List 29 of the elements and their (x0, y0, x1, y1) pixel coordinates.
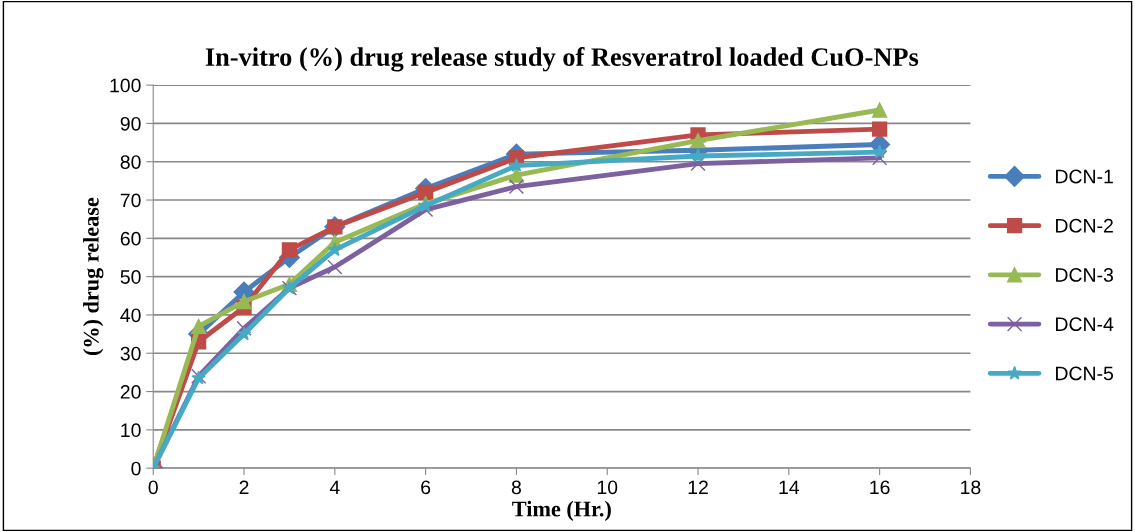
x-tick-label: 16 (870, 480, 890, 495)
y-tick-label: 10 (121, 423, 141, 438)
y-tick-label: 90 (120, 116, 141, 131)
y-tick-label: 100 (110, 78, 141, 93)
x-tick-label: 18 (961, 480, 981, 495)
y-tick-label: 30 (120, 346, 141, 361)
x-tick-label: 12 (688, 480, 708, 495)
x-tick-label: 2 (239, 480, 249, 495)
legend-label: DCN-4 (1056, 317, 1114, 332)
y-tick-label: 20 (120, 385, 141, 399)
x-tick-label: 14 (779, 480, 800, 495)
y-axis-title: (%) drug release (83, 197, 104, 356)
y-tick-label: 40 (120, 308, 141, 323)
x-tick-label: 0 (148, 480, 158, 495)
legend-label: DCN-5 (1056, 366, 1114, 381)
y-tick-label: 80 (120, 155, 141, 169)
x-tick-label: 10 (597, 480, 618, 495)
y-tick-label: 50 (120, 270, 141, 284)
legend-label: DCN-1 (1056, 169, 1113, 184)
x-tick-label: 6 (421, 480, 431, 495)
legend-label: DCN-3 (1056, 268, 1113, 282)
chart-title: In-vitro (%) drug release study of Resveratrol loaded CuO-NPs (205, 47, 919, 72)
x-axis-title: Time (Hr.) (512, 500, 611, 522)
x-tick-label: 8 (511, 480, 521, 495)
y-tick-label: 0 (131, 461, 141, 476)
x-tick-label: 4 (329, 480, 340, 495)
legend-label: DCN-2 (1056, 218, 1113, 233)
y-tick-label: 70 (120, 193, 141, 208)
y-tick-label: 60 (120, 231, 141, 246)
